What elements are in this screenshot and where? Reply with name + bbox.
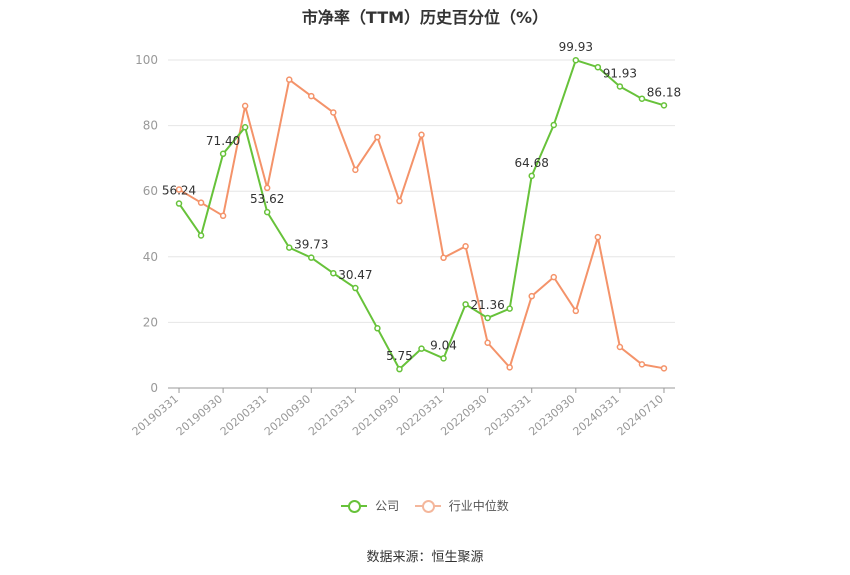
data-point-industry-median bbox=[572, 307, 580, 315]
data-point-company bbox=[418, 345, 425, 352]
data-point-industry-median bbox=[219, 212, 227, 220]
y-tick-label: 60 bbox=[143, 184, 158, 198]
data-point-industry-median bbox=[638, 361, 646, 368]
x-tick-label: 20210930 bbox=[350, 392, 401, 438]
legend-item-company[interactable]: 公司 bbox=[341, 497, 399, 514]
data-label-company: 9.04 bbox=[430, 338, 457, 352]
data-point-industry-median bbox=[660, 365, 668, 372]
data-point-company bbox=[241, 123, 249, 131]
data-point-company bbox=[175, 200, 183, 207]
axis-layer: 0 20 40 60 80 100 2019033120190930202003312020… bbox=[130, 53, 675, 438]
data-point-industry-median bbox=[418, 131, 425, 139]
data-source-note: 数据来源：恒生聚源 bbox=[366, 550, 484, 565]
data-point-industry-median bbox=[440, 254, 447, 262]
data-point-industry-median bbox=[550, 273, 558, 281]
legend-label-company: 公司 bbox=[375, 499, 400, 513]
data-label-company: 71.40 bbox=[206, 134, 240, 148]
data-point-industry-median bbox=[506, 364, 513, 371]
data-label-company: 21.36 bbox=[470, 298, 504, 312]
legend-item-industry-median[interactable]: 行业中位数 bbox=[414, 497, 509, 514]
data-point-industry-median bbox=[285, 76, 293, 83]
x-tick-label: 20190331 bbox=[130, 392, 181, 438]
chart-title: 市净率（TTM）历史百分位（%） bbox=[301, 8, 549, 27]
data-point-company bbox=[440, 355, 447, 362]
data-point-industry-median bbox=[594, 233, 602, 241]
x-tick-label: 20240331 bbox=[571, 392, 622, 438]
data-point-industry-median bbox=[528, 292, 535, 300]
legend-marker-industry-median bbox=[414, 499, 441, 513]
x-tick-label: 20220331 bbox=[394, 392, 445, 438]
legend-marker-company bbox=[341, 499, 368, 513]
data-point-company bbox=[638, 95, 646, 102]
series-line-industry-median bbox=[178, 78, 665, 370]
legend: 公司 行业中位数 bbox=[0, 497, 850, 514]
data-point-company bbox=[506, 305, 513, 312]
y-tick-label: 80 bbox=[143, 119, 158, 133]
data-point-company bbox=[352, 284, 359, 292]
data-point-industry-median bbox=[175, 186, 183, 193]
data-point-industry-median bbox=[484, 339, 491, 346]
data-point-industry-median bbox=[330, 109, 337, 116]
data-label-company: 53.62 bbox=[250, 192, 284, 206]
data-point-company bbox=[219, 150, 227, 158]
data-label-company: 64.68 bbox=[515, 156, 549, 170]
data-point-industry-median bbox=[374, 133, 381, 141]
data-point-industry-median bbox=[616, 343, 624, 351]
data-point-industry-median bbox=[462, 243, 469, 250]
data-label-company: 99.93 bbox=[559, 40, 593, 54]
data-label-company: 91.93 bbox=[603, 66, 637, 80]
y-tick-label: 20 bbox=[143, 315, 158, 329]
data-point-industry-median bbox=[396, 197, 403, 205]
x-tick-label: 20230331 bbox=[482, 392, 533, 438]
data-label-company: 56.24 bbox=[162, 184, 196, 198]
grid-layer bbox=[168, 59, 675, 323]
data-label-company: 86.18 bbox=[647, 85, 681, 99]
data-point-company bbox=[528, 172, 535, 180]
y-tick-label: 0 bbox=[150, 381, 158, 395]
x-tick-label: 20200930 bbox=[262, 392, 313, 438]
data-point-company bbox=[484, 314, 491, 322]
legend-label-industry-median: 行业中位数 bbox=[448, 499, 509, 513]
data-point-company bbox=[616, 83, 624, 90]
data-label-company: 30.47 bbox=[338, 268, 372, 282]
data-point-industry-median bbox=[308, 92, 315, 100]
x-tick-label: 20220930 bbox=[438, 392, 489, 438]
data-point-company bbox=[330, 269, 337, 277]
data-point-company bbox=[594, 63, 602, 71]
data-point-company bbox=[660, 102, 668, 109]
x-tick-label: 20200331 bbox=[218, 392, 269, 438]
data-point-company bbox=[462, 301, 469, 308]
data-point-company bbox=[263, 208, 271, 216]
x-tick-label: 20240710 bbox=[615, 392, 666, 438]
y-tick-label: 100 bbox=[135, 53, 158, 67]
data-point-company bbox=[396, 365, 403, 373]
data-point-industry-median bbox=[241, 102, 249, 110]
x-tick-label: 20230930 bbox=[526, 392, 577, 438]
data-point-industry-median bbox=[352, 166, 359, 174]
data-point-industry-median bbox=[263, 184, 271, 192]
x-tick-label: 20210331 bbox=[306, 392, 357, 438]
data-point-company bbox=[308, 254, 315, 261]
data-point-company bbox=[572, 56, 580, 64]
data-label-layer: 56.24 71.40 53.62 39.73 30.47 5.75 9.04 21.36 64… bbox=[162, 40, 681, 363]
data-point-company bbox=[550, 121, 558, 129]
y-tick-label: 40 bbox=[143, 250, 158, 264]
data-point-company bbox=[285, 244, 293, 251]
data-point-company bbox=[374, 325, 381, 332]
data-label-company: 39.73 bbox=[294, 238, 328, 252]
x-tick-label: 20190930 bbox=[174, 392, 225, 438]
series-layer bbox=[175, 56, 668, 373]
data-label-company: 5.75 bbox=[386, 349, 413, 363]
data-point-industry-median bbox=[197, 199, 205, 206]
data-point-company bbox=[197, 232, 205, 239]
